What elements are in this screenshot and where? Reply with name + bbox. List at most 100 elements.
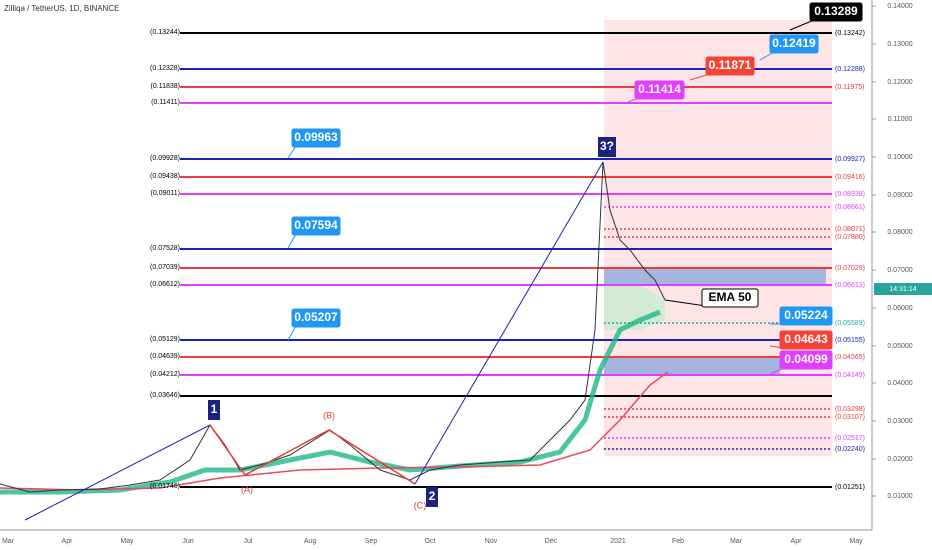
callout-text: 0.13289: [814, 4, 858, 18]
level-right-label: (0.08071): [835, 226, 865, 233]
time-label: May: [849, 538, 863, 545]
level-left-label: (0.05129): [150, 336, 180, 343]
level-right-label: (0.08938): [835, 191, 865, 198]
level-right-label: (0.02517): [835, 435, 865, 442]
callout-text: 0.11871: [709, 58, 752, 72]
level-left-label: (0.09438): [150, 173, 180, 180]
price-label: 0.04000: [887, 380, 912, 387]
level-right-label: (0.04565): [835, 354, 865, 361]
time-label: Dec: [545, 538, 558, 545]
wave-line: [24, 424, 211, 521]
callout-box: [809, 2, 863, 22]
time-label: Jun: [182, 538, 193, 545]
level-right-label: (0.05589): [835, 320, 865, 327]
callout-text: 0.05207: [294, 310, 338, 324]
level-right-label: (0.06613): [835, 282, 865, 289]
callout-box: [291, 216, 341, 236]
callout-box: [291, 308, 341, 328]
wave-label: 1: [211, 402, 218, 416]
level-left-label: (0.01746): [150, 483, 180, 490]
wave-box: [598, 137, 616, 157]
price-label: 0.05000: [887, 343, 912, 350]
level-right-label: (0.08661): [835, 204, 865, 211]
price-label: 0.02000: [887, 456, 912, 463]
callout-box: [769, 34, 819, 54]
callout-text: 0.12419: [772, 36, 816, 50]
callout-pointer: [287, 145, 297, 159]
price-label: 0.14000: [887, 3, 912, 10]
time-label: May: [120, 538, 134, 545]
price-label: 0.03000: [887, 418, 912, 425]
level-right-label: (0.02240): [835, 446, 865, 453]
level-left-label: (0.07039): [150, 264, 180, 271]
ema-ribbon: [0, 309, 661, 495]
level-left-label: (0.13244): [150, 29, 180, 36]
price-label: 0.11000: [888, 116, 913, 123]
level-right-label: (0.07880): [835, 234, 865, 241]
wave-label: 3?: [600, 139, 614, 153]
levels: [180, 32, 832, 488]
level-left-label: (0.11411): [151, 99, 180, 106]
callout-box: [779, 306, 833, 326]
callout-pointer: [789, 19, 815, 31]
price-label: 0.09000: [887, 192, 912, 199]
price-label: 0.10000: [887, 154, 912, 161]
box-zone: [604, 268, 826, 286]
level-right-label: (0.07029): [835, 265, 865, 272]
callout-text: 0.05224: [784, 308, 828, 322]
callout-text: 0.11414: [638, 82, 681, 96]
level-right-label: (0.12288): [835, 66, 865, 73]
level-left-label: (0.11838): [151, 83, 180, 90]
title: Zilliqa / TetherUS, 1D, BINANCE: [4, 4, 119, 13]
level-right-label: (0.05155): [835, 337, 865, 344]
callout-pointer: [287, 233, 297, 249]
callout-box: [779, 330, 833, 350]
time-label: Apr: [62, 538, 74, 545]
callout-text: EMA 50: [709, 290, 752, 304]
price-label: 0.08000: [887, 229, 912, 236]
level-right-label: (0.01251): [835, 484, 865, 491]
time-label: Mar: [730, 538, 743, 545]
callout-text: 0.04643: [784, 332, 828, 346]
level-right-label: (0.13242): [835, 30, 865, 37]
level-left-label: (0.09928): [150, 155, 180, 162]
level-left-label: (0.07528): [150, 245, 180, 252]
wave-label: (A): [241, 484, 253, 494]
price-label: 0.12000: [887, 79, 912, 86]
callout-box: [705, 56, 755, 76]
ema-200: [0, 371, 669, 491]
level-left-label: (0.09011): [151, 190, 180, 197]
wave-box: [426, 487, 438, 507]
callout-text: 0.04099: [784, 352, 828, 366]
wave-box: [208, 400, 220, 420]
price-label: 0.06000: [887, 305, 912, 312]
wave-label: (B): [323, 410, 335, 420]
timer-box: [874, 283, 932, 295]
price-label: 0.01000: [887, 493, 912, 500]
wave-label: (C): [414, 500, 427, 510]
callout-pointer: [664, 299, 707, 307]
timer: 14:31:14: [889, 286, 916, 293]
level-left-label: (0.04639): [150, 353, 180, 360]
time-label: 2021: [610, 538, 626, 545]
price-label: 0.13000: [887, 41, 912, 48]
callout-pointer: [287, 325, 297, 341]
callout-box: [634, 80, 685, 100]
wave-label: 2: [429, 489, 436, 503]
time-label: Nov: [485, 538, 498, 545]
level-left-label: (0.12328): [150, 65, 180, 72]
time-label: Oct: [425, 538, 436, 545]
time-label: Apr: [791, 538, 803, 545]
level-left-label: (0.03646): [150, 392, 180, 399]
level-left-label: (0.06612): [150, 281, 180, 288]
time-label: Jul: [244, 538, 253, 545]
wave-line: [414, 161, 604, 485]
time-label: Mar: [2, 538, 15, 545]
callout-box: [779, 350, 833, 370]
annotations: 0.14000 0.13000 0.12000 0.11000 0.10000 0.090…: [2, 2, 913, 545]
level-right-label: (0.03298): [835, 406, 865, 413]
level-right-label: (0.03107): [835, 414, 865, 421]
time-label: Sep: [365, 538, 378, 545]
box-zone: [604, 357, 780, 375]
